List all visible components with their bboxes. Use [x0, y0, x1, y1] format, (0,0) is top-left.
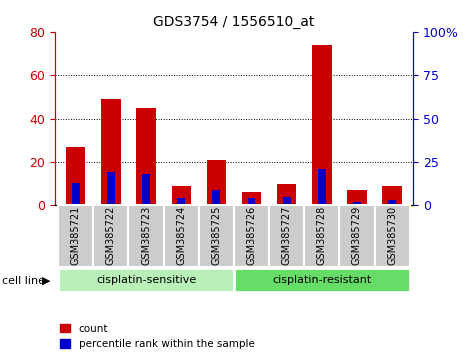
Bar	[312, 45, 332, 205]
FancyBboxPatch shape	[375, 205, 410, 267]
Bar	[382, 186, 402, 205]
Bar	[283, 197, 291, 205]
Bar	[136, 108, 156, 205]
Bar	[171, 186, 191, 205]
Text: GSM385721: GSM385721	[71, 205, 81, 265]
Bar	[247, 198, 256, 205]
FancyBboxPatch shape	[93, 205, 128, 267]
Text: GSM385727: GSM385727	[282, 205, 292, 265]
Text: GSM385725: GSM385725	[211, 205, 221, 265]
Bar	[66, 147, 86, 205]
Text: cell line: cell line	[2, 275, 46, 286]
FancyBboxPatch shape	[234, 205, 269, 267]
Text: ▶: ▶	[42, 275, 51, 286]
Text: GSM385723: GSM385723	[141, 205, 151, 265]
Bar	[347, 190, 367, 205]
Bar	[72, 183, 80, 205]
Bar	[142, 174, 150, 205]
Bar	[212, 190, 220, 205]
Bar	[242, 192, 261, 205]
Text: cisplatin-resistant: cisplatin-resistant	[272, 275, 371, 285]
FancyBboxPatch shape	[269, 205, 304, 267]
Text: GSM385726: GSM385726	[247, 205, 256, 265]
Text: GSM385728: GSM385728	[317, 205, 327, 265]
Bar	[101, 99, 121, 205]
Text: GSM385722: GSM385722	[106, 205, 116, 265]
FancyBboxPatch shape	[234, 268, 410, 292]
FancyBboxPatch shape	[199, 205, 234, 267]
Bar	[107, 172, 115, 205]
Bar	[353, 202, 361, 205]
Title: GDS3754 / 1556510_at: GDS3754 / 1556510_at	[153, 16, 314, 29]
FancyBboxPatch shape	[163, 205, 199, 267]
FancyBboxPatch shape	[58, 205, 93, 267]
Text: GSM385729: GSM385729	[352, 205, 362, 265]
Text: GSM385724: GSM385724	[176, 205, 186, 265]
Bar	[318, 169, 326, 205]
FancyBboxPatch shape	[128, 205, 163, 267]
Text: cisplatin-sensitive: cisplatin-sensitive	[96, 275, 196, 285]
FancyBboxPatch shape	[304, 205, 340, 267]
Text: GSM385730: GSM385730	[387, 205, 397, 265]
FancyBboxPatch shape	[340, 205, 375, 267]
FancyBboxPatch shape	[58, 268, 234, 292]
Bar	[207, 160, 226, 205]
Legend: count, percentile rank within the sample: count, percentile rank within the sample	[60, 324, 255, 349]
Bar	[388, 200, 396, 205]
Bar	[277, 184, 296, 205]
Bar	[177, 198, 185, 205]
